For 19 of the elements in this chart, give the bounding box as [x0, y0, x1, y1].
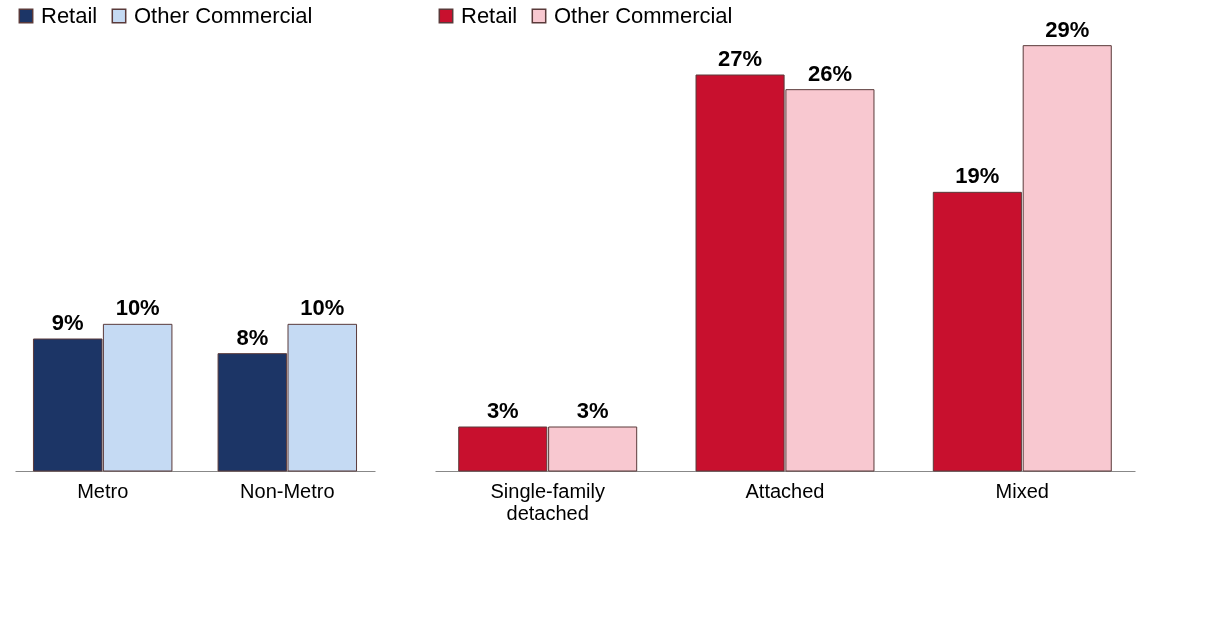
data-label: 3%	[576, 398, 609, 423]
x-tick-label: Mixed	[995, 479, 1049, 502]
data-label: 19%	[955, 163, 1000, 189]
x-tick-label: Single-family detached	[490, 479, 605, 524]
legend-label: Retail	[41, 3, 98, 28]
data-label: 26%	[807, 60, 852, 86]
data-label: 29%	[1045, 16, 1090, 42]
legend-label: Retail	[461, 3, 518, 28]
data-label: 9%	[51, 310, 84, 335]
legend-label: Other Commercial	[554, 3, 733, 28]
data-label: 8%	[236, 324, 269, 350]
x-tick-label: Attached	[745, 479, 825, 502]
x-tick-label: Metro	[77, 479, 129, 502]
data-label: 10%	[115, 295, 160, 321]
data-label: 10%	[300, 295, 345, 321]
data-label: 27%	[718, 46, 763, 71]
x-tick-label: Non-Metro	[240, 479, 335, 502]
data-label: 3%	[486, 398, 519, 423]
legend-label: Other Commercial	[134, 3, 313, 28]
